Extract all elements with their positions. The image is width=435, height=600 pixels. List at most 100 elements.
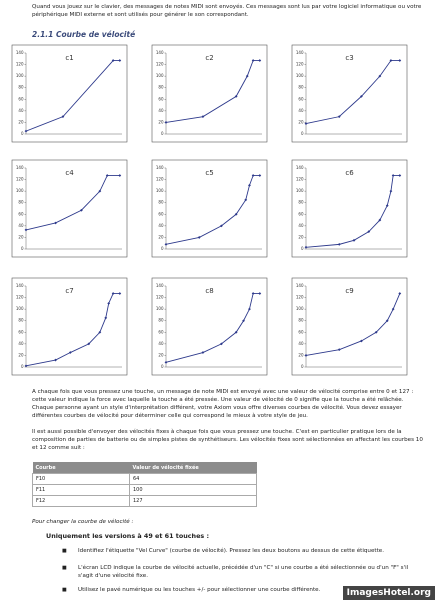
chart-frame: [291, 277, 408, 376]
curve: [305, 60, 400, 125]
bullet-item: L'écran LCD indique la courbe de vélocit…: [62, 564, 418, 580]
y-tick-label: 60: [298, 96, 304, 101]
subheading: Uniquement les versions à 49 et 61 touch…: [46, 532, 210, 540]
point-marker: [234, 212, 238, 216]
point-marker: [54, 221, 57, 225]
table-row: F12 127: [32, 495, 257, 507]
point-marker: [98, 189, 102, 193]
y-tick-label: 80: [158, 318, 164, 323]
y-tick-label: 60: [18, 96, 24, 101]
y-tick-label: 140: [16, 283, 24, 288]
chart-frame: [151, 44, 268, 143]
point-marker: [164, 121, 168, 124]
point-marker: [104, 316, 108, 320]
y-tick-label: 140: [296, 283, 304, 288]
y-tick-label: 80: [18, 318, 24, 323]
y-tick-label: 100: [16, 306, 24, 311]
chart-frame: [151, 159, 268, 258]
paragraph: A chaque fois que vous pressez une touch…: [32, 389, 414, 419]
point-marker: [385, 204, 389, 208]
y-tick-label: 100: [296, 188, 304, 193]
point-marker: [391, 174, 395, 177]
point-marker: [219, 224, 223, 228]
y-tick-label: 100: [16, 188, 24, 193]
point-marker: [304, 354, 308, 357]
point-marker: [367, 230, 371, 234]
cell: F10: [32, 473, 130, 485]
point-marker: [98, 330, 102, 334]
y-tick-label: 40: [158, 341, 164, 346]
point-marker: [398, 59, 402, 62]
y-tick-label: 100: [156, 188, 164, 193]
table-row: F11 100: [32, 484, 257, 496]
y-tick-label: 80: [18, 85, 24, 90]
y-tick-label: 20: [298, 119, 304, 124]
point-marker: [337, 115, 341, 119]
point-marker: [107, 301, 111, 305]
point-marker: [359, 339, 363, 343]
charts: 0 20 40 60 80 100 120 140 c1 0 20 40 60 80 100 120 140 c2…: [11, 44, 408, 376]
point-marker: [378, 218, 382, 222]
y-tick-label: 40: [298, 341, 304, 346]
y-tick-label: 140: [156, 165, 164, 170]
chart-title: c6: [345, 169, 354, 177]
y-tick-label: 80: [158, 200, 164, 205]
y-tick-label: 120: [16, 295, 24, 300]
y-tick-label: 140: [156, 283, 164, 288]
point-marker: [389, 189, 393, 193]
cell: 100: [129, 484, 257, 496]
y-tick-label: 0: [161, 364, 164, 369]
y-tick-label: 60: [18, 329, 24, 334]
point-marker: [68, 351, 72, 354]
subheading: Pour changer la courbe de vélocité :: [32, 519, 134, 525]
y-tick-label: 60: [298, 329, 304, 334]
point-marker: [54, 358, 57, 362]
y-tick-label: 20: [298, 352, 304, 357]
y-tick-label: 20: [18, 234, 24, 239]
point-marker: [337, 348, 341, 352]
y-tick-label: 80: [298, 318, 304, 323]
header-cell: Valeur de vélocité fixée: [129, 462, 257, 474]
y-tick-label: 60: [158, 329, 164, 334]
point-marker: [79, 208, 83, 212]
point-marker: [374, 330, 378, 334]
point-marker: [245, 74, 249, 78]
chart-frame: [11, 44, 128, 143]
y-tick-label: 140: [16, 50, 24, 55]
y-tick-label: 20: [158, 352, 164, 357]
y-tick-label: 120: [16, 62, 24, 67]
chart-title: c8: [205, 287, 213, 295]
y-tick-label: 80: [18, 200, 24, 205]
point-marker: [251, 174, 255, 177]
point-marker: [389, 59, 393, 62]
cell: 64: [129, 473, 257, 485]
y-tick-label: 100: [296, 306, 304, 311]
point-marker: [201, 115, 205, 119]
y-tick-label: 0: [301, 131, 304, 136]
y-tick-label: 80: [298, 85, 304, 90]
watermark: ImagesHotel.org: [342, 586, 435, 600]
point-marker: [105, 174, 109, 177]
curve: [25, 175, 120, 231]
y-tick-label: 100: [16, 73, 24, 78]
point-marker: [219, 342, 223, 346]
point-marker: [352, 238, 356, 242]
point-marker: [337, 242, 341, 246]
point-marker: [248, 183, 251, 187]
point-marker: [118, 174, 122, 177]
y-tick-label: 120: [16, 177, 24, 182]
point-marker: [258, 59, 262, 62]
bullet-item: Utilisez le pavé numérique ou les touche…: [62, 586, 418, 594]
section-heading: 2.1.1 Courbe de vélocité: [32, 30, 136, 39]
y-tick-label: 60: [158, 211, 164, 216]
y-tick-label: 0: [301, 246, 304, 251]
point-marker: [234, 330, 238, 334]
point-marker: [391, 307, 395, 311]
point-marker: [258, 174, 262, 177]
point-marker: [234, 94, 238, 98]
y-tick-label: 40: [18, 341, 24, 346]
y-tick-label: 0: [161, 131, 164, 136]
point-marker: [164, 360, 168, 364]
y-tick-label: 20: [158, 119, 164, 124]
point-marker: [398, 292, 402, 295]
